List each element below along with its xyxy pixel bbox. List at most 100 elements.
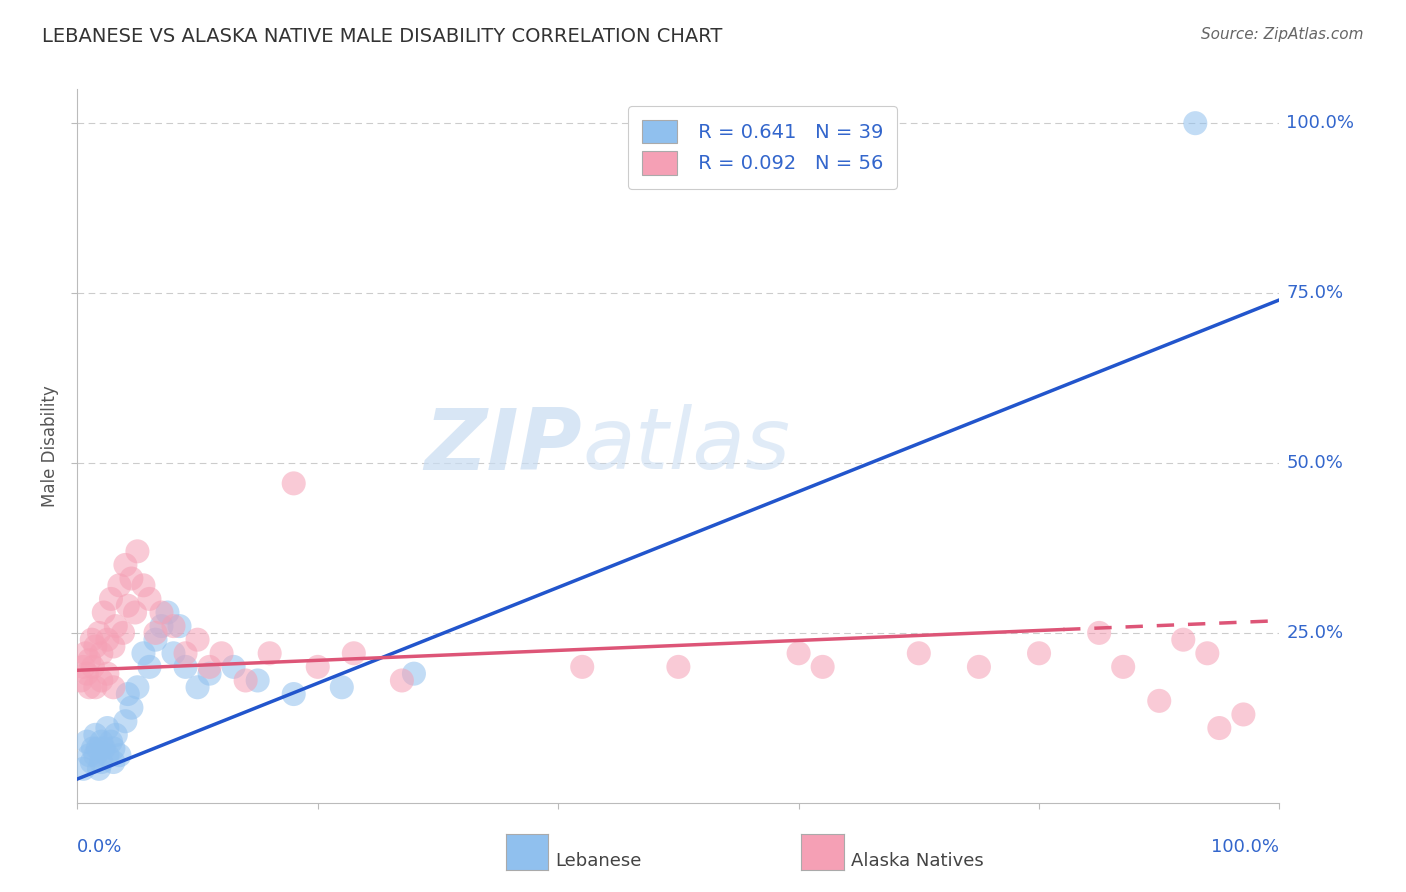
Text: ZIP: ZIP [425, 404, 582, 488]
Point [114, 714, 136, 729]
Point [283, 687, 305, 701]
Point [145, 626, 167, 640]
Y-axis label: Male Disability: Male Disability [41, 385, 59, 507]
Point [1184, 116, 1206, 130]
Point [1112, 660, 1135, 674]
Point [198, 666, 221, 681]
Text: 50.0%: 50.0% [1286, 454, 1343, 472]
Point [259, 646, 281, 660]
Point [198, 660, 221, 674]
Point [90, 646, 112, 660]
Point [79, 680, 101, 694]
Text: LEBANESE VS ALASKA NATIVE MALE DISABILITY CORRELATION CHART: LEBANESE VS ALASKA NATIVE MALE DISABILIT… [42, 27, 723, 45]
Point [174, 646, 197, 660]
Text: Source: ZipAtlas.com: Source: ZipAtlas.com [1201, 27, 1364, 42]
Point [117, 599, 139, 613]
Point [79, 748, 101, 763]
Point [100, 734, 122, 748]
Point [571, 660, 593, 674]
Point [104, 728, 127, 742]
Point [108, 748, 131, 763]
Point [80, 632, 103, 647]
Point [120, 700, 142, 714]
Point [84, 640, 107, 654]
Point [132, 578, 155, 592]
Point [100, 591, 122, 606]
Point [150, 606, 173, 620]
Point [87, 626, 110, 640]
Text: 100.0%: 100.0% [1286, 114, 1354, 132]
Point [84, 680, 107, 694]
Point [235, 673, 257, 688]
Point [186, 632, 209, 647]
Point [90, 734, 112, 748]
Point [87, 762, 110, 776]
Point [1028, 646, 1050, 660]
Point [70, 673, 93, 688]
Point [908, 646, 931, 660]
Text: atlas: atlas [582, 404, 790, 488]
Legend:  R = 0.641   N = 39,  R = 0.092   N = 56: R = 0.641 N = 39, R = 0.092 N = 56 [628, 106, 897, 188]
Point [138, 591, 160, 606]
Point [76, 666, 98, 681]
Point [246, 673, 269, 688]
Point [124, 606, 146, 620]
Point [1088, 626, 1111, 640]
Point [103, 741, 125, 756]
Text: 100.0%: 100.0% [1212, 838, 1279, 856]
Point [90, 755, 112, 769]
Point [1232, 707, 1254, 722]
Point [787, 646, 810, 660]
Point [156, 606, 179, 620]
Point [138, 660, 160, 674]
Text: Alaska Natives: Alaska Natives [851, 852, 983, 870]
Point [120, 572, 142, 586]
Point [111, 626, 134, 640]
Point [93, 741, 115, 756]
Point [127, 680, 149, 694]
Point [127, 544, 149, 558]
Point [222, 660, 245, 674]
Point [117, 687, 139, 701]
Point [87, 741, 110, 756]
Point [76, 734, 98, 748]
Point [811, 660, 834, 674]
Point [174, 660, 197, 674]
Text: Lebanese: Lebanese [555, 852, 641, 870]
Text: 0.0%: 0.0% [77, 838, 122, 856]
Point [967, 660, 990, 674]
Point [307, 660, 329, 674]
Point [402, 666, 425, 681]
Point [283, 476, 305, 491]
Point [103, 640, 125, 654]
Point [96, 721, 118, 735]
Point [79, 653, 101, 667]
Point [80, 755, 103, 769]
Point [90, 673, 112, 688]
Point [103, 755, 125, 769]
Point [668, 660, 690, 674]
Point [96, 748, 118, 763]
Point [82, 741, 104, 756]
Point [1197, 646, 1219, 660]
Point [150, 619, 173, 633]
Point [169, 619, 191, 633]
Point [330, 680, 353, 694]
Point [72, 660, 94, 674]
Point [108, 578, 131, 592]
Point [162, 646, 184, 660]
Point [1208, 721, 1230, 735]
Point [145, 632, 167, 647]
Point [93, 606, 115, 620]
Point [84, 728, 107, 742]
Point [96, 666, 118, 681]
Point [104, 619, 127, 633]
Point [186, 680, 209, 694]
Point [96, 632, 118, 647]
Point [72, 762, 94, 776]
Text: 75.0%: 75.0% [1286, 284, 1344, 302]
Point [1149, 694, 1171, 708]
Point [75, 646, 97, 660]
Text: 25.0%: 25.0% [1286, 624, 1344, 642]
Point [162, 619, 184, 633]
